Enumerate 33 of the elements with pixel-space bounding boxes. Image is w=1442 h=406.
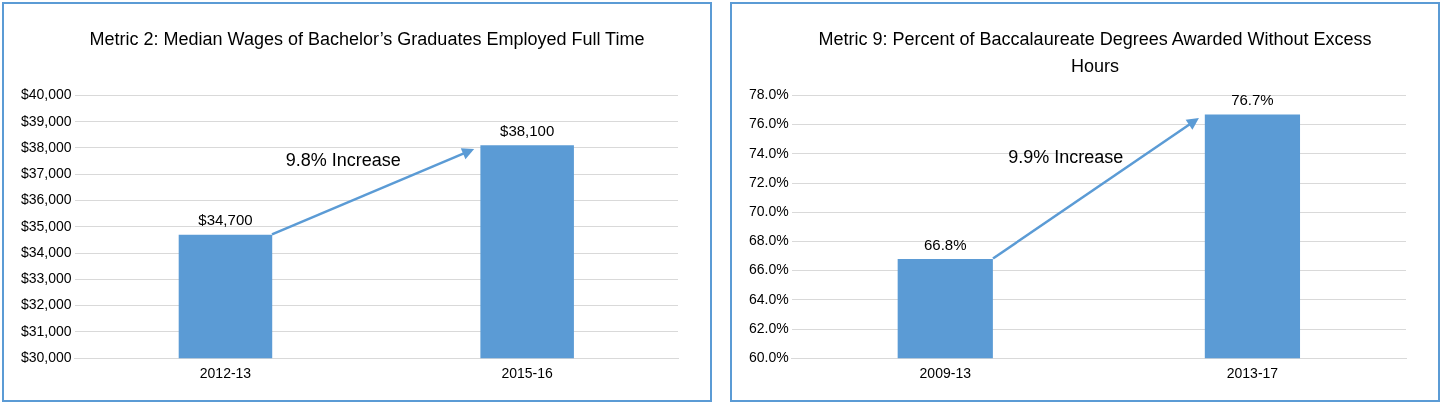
y-tick-label: $32,000 xyxy=(21,296,72,313)
x-tick-label: 2009-13 xyxy=(919,365,972,382)
y-tick-label: 64.0% xyxy=(748,290,789,307)
x-tick-label: 2015-16 xyxy=(501,365,554,382)
y-tick-label: 74.0% xyxy=(748,144,789,161)
annotation: 9.9% Increase xyxy=(1008,146,1124,167)
y-tick-label: 72.0% xyxy=(748,173,789,190)
x-tick-label: 2012-13 xyxy=(199,365,252,382)
y-tick-label: $37,000 xyxy=(21,165,72,182)
y-tick-label: $36,000 xyxy=(21,191,72,208)
chart-title: Metric 2: Median Wages of Bachelor’s Graduates Employed Full Time xyxy=(88,28,646,51)
y-tick-label: $40,000 xyxy=(21,86,72,103)
y-tick-label: 62.0% xyxy=(748,319,789,336)
y-tick-label: 66.0% xyxy=(748,261,789,278)
data-label: $38,100 xyxy=(500,121,555,139)
y-tick-label: $33,000 xyxy=(21,270,72,287)
y-tick-label: 78.0% xyxy=(748,86,789,103)
y-tick-label: $38,000 xyxy=(21,138,72,155)
data-label: 66.8% xyxy=(924,235,967,253)
y-tick-label: $30,000 xyxy=(21,349,72,366)
y-tick-label: 70.0% xyxy=(748,203,789,220)
data-label: 76.7% xyxy=(1231,91,1274,109)
y-tick-label: $31,000 xyxy=(21,322,72,339)
y-tick-label: 60.0% xyxy=(748,349,789,366)
y-tick-label: $39,000 xyxy=(21,112,72,129)
y-tick-label: 76.0% xyxy=(748,115,789,132)
y-tick-label: $35,000 xyxy=(21,217,72,234)
data-label: $34,700 xyxy=(198,211,253,229)
y-tick-label: $34,000 xyxy=(21,243,72,260)
y-tick-label: 68.0% xyxy=(748,232,789,249)
x-tick-label: 2013-17 xyxy=(1226,365,1279,382)
chart-title: Metric 9: Percent of Baccalaureate Degrees Awarded Without Excess Hours xyxy=(817,28,1373,78)
annotation: 9.8% Increase xyxy=(285,149,401,170)
